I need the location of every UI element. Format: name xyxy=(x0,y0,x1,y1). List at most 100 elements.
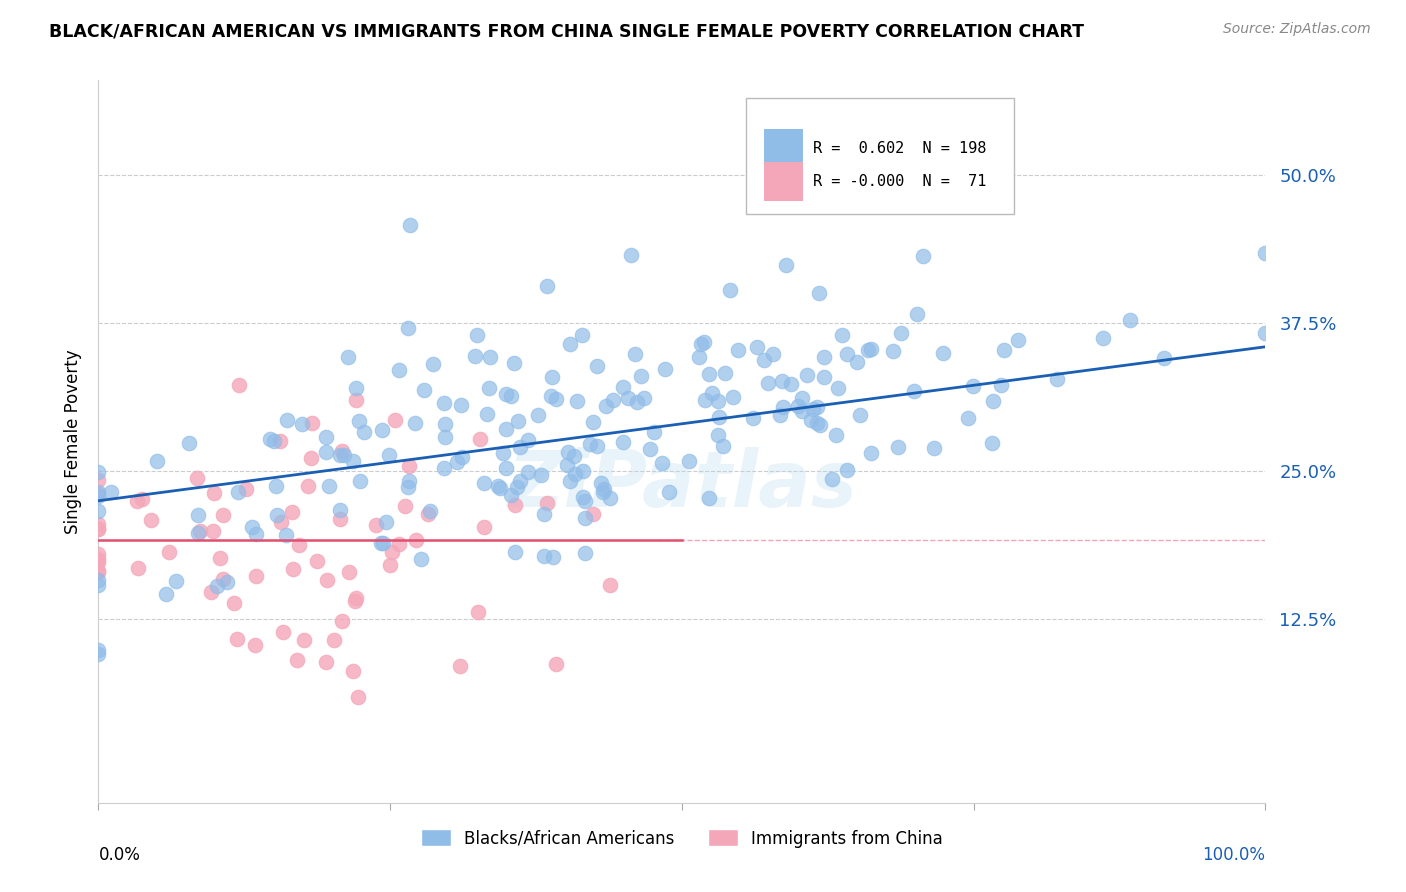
Point xyxy=(380,558,402,572)
Point xyxy=(330,614,353,628)
Point xyxy=(562,449,585,463)
Point xyxy=(509,474,531,488)
Point xyxy=(813,350,835,364)
Point xyxy=(465,327,488,342)
Point xyxy=(620,247,643,261)
Point xyxy=(228,378,250,392)
Point xyxy=(187,525,209,540)
Point xyxy=(179,436,201,450)
Point xyxy=(475,407,498,421)
Point xyxy=(87,574,110,588)
Point xyxy=(450,398,472,412)
Point xyxy=(762,347,785,361)
Text: 100.0%: 100.0% xyxy=(1202,847,1265,864)
Point xyxy=(370,423,392,437)
Point xyxy=(801,401,824,416)
Point xyxy=(433,395,456,409)
Point xyxy=(922,441,945,455)
Point xyxy=(301,416,323,430)
Point xyxy=(299,450,322,465)
Point xyxy=(858,343,880,357)
Point xyxy=(411,552,433,566)
Point xyxy=(690,337,713,351)
Point xyxy=(706,428,728,442)
Point xyxy=(343,594,366,608)
Point xyxy=(546,392,568,406)
Point xyxy=(337,566,360,580)
Text: R = -0.000  N =  71: R = -0.000 N = 71 xyxy=(813,174,986,189)
Point xyxy=(240,520,263,534)
Point xyxy=(741,410,763,425)
Point xyxy=(506,479,529,493)
Point xyxy=(509,440,531,454)
Point xyxy=(796,368,818,383)
Point xyxy=(468,433,491,447)
Point xyxy=(638,442,661,456)
Point xyxy=(540,389,562,403)
Point xyxy=(396,480,419,494)
Point xyxy=(342,454,364,468)
Point xyxy=(790,403,813,417)
Point xyxy=(87,487,110,501)
Point xyxy=(263,434,285,448)
Point xyxy=(626,395,648,409)
Point xyxy=(329,503,352,517)
Point xyxy=(394,499,416,513)
Point xyxy=(564,467,586,481)
Point xyxy=(87,489,110,503)
Point xyxy=(226,632,249,646)
Point xyxy=(582,415,605,429)
Point xyxy=(211,508,233,522)
Point xyxy=(188,524,211,538)
Point xyxy=(467,605,489,619)
Point xyxy=(758,376,780,390)
Point xyxy=(808,417,831,432)
Point xyxy=(824,428,846,442)
Point xyxy=(502,356,524,370)
Point xyxy=(100,484,122,499)
Point xyxy=(651,456,673,470)
Point xyxy=(882,344,904,359)
Point xyxy=(585,439,607,453)
Point xyxy=(235,483,257,497)
Point xyxy=(533,508,555,522)
Point xyxy=(630,369,652,384)
Point xyxy=(416,507,439,521)
Point xyxy=(87,565,110,579)
Point xyxy=(349,474,371,488)
Text: 0.0%: 0.0% xyxy=(98,847,141,864)
Point xyxy=(266,508,288,522)
Point xyxy=(1119,313,1142,327)
Point xyxy=(243,638,266,652)
Point xyxy=(87,552,110,566)
Point xyxy=(711,438,734,452)
Point xyxy=(139,513,162,527)
Point xyxy=(612,435,634,450)
Point xyxy=(315,445,337,459)
Text: ZiPatlas: ZiPatlas xyxy=(508,447,856,523)
Point xyxy=(373,535,395,549)
Point xyxy=(813,370,835,384)
Point xyxy=(560,474,582,488)
Point xyxy=(305,554,328,568)
Point xyxy=(330,443,353,458)
Point xyxy=(333,448,356,462)
Point xyxy=(707,410,730,425)
Point xyxy=(557,444,579,458)
Text: R =  0.602  N = 198: R = 0.602 N = 198 xyxy=(813,142,986,156)
Point xyxy=(806,416,828,430)
Point xyxy=(273,624,295,639)
Point xyxy=(1153,351,1175,365)
Point xyxy=(281,505,304,519)
Point xyxy=(269,434,291,448)
Point xyxy=(723,390,745,404)
Point xyxy=(678,454,700,468)
Point xyxy=(212,572,235,586)
Point xyxy=(981,393,1004,408)
Point xyxy=(422,357,444,371)
Point xyxy=(87,516,110,531)
Point xyxy=(344,381,367,395)
Point xyxy=(315,655,337,669)
Point xyxy=(527,408,550,422)
Point xyxy=(555,458,578,472)
